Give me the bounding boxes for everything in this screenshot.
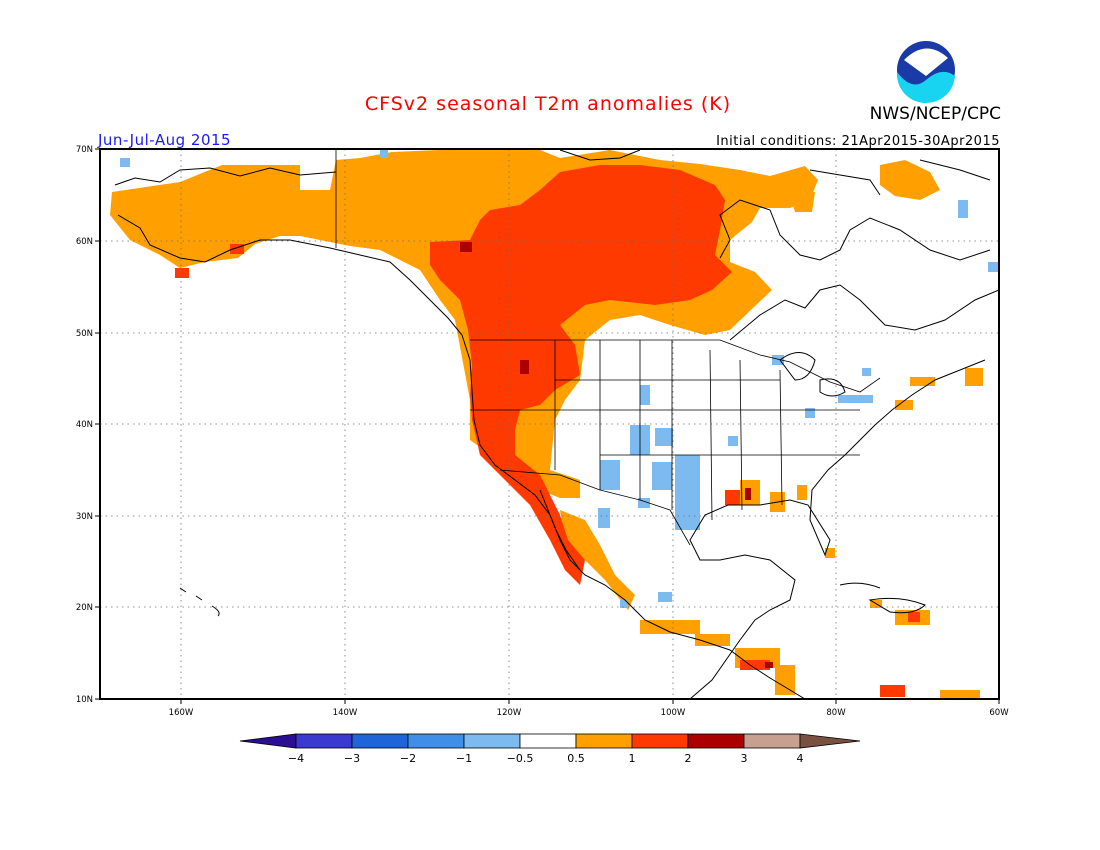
colorbar-tick: −4 — [288, 752, 304, 765]
colorbar-tick: −0.5 — [507, 752, 534, 765]
lon-label: 60W — [989, 708, 1009, 718]
anomaly-lightblue-cells — [120, 150, 998, 608]
colorbar-tick: 0.5 — [567, 752, 585, 765]
lat-label: 50N — [76, 329, 93, 339]
map-title: CFSv2 seasonal T2m anomalies (K) — [365, 93, 731, 115]
colorbar-right-arrow — [799, 733, 861, 749]
lat-label: 30N — [76, 512, 93, 522]
lon-label: 100W — [661, 708, 686, 718]
lon-labels: 160W 140W 120W 100W 80W 60W — [169, 708, 1010, 718]
colorbar-swatch — [463, 733, 521, 749]
colorbar-swatch — [295, 733, 353, 749]
lat-label: 40N — [76, 420, 93, 430]
lon-label: 140W — [333, 708, 358, 718]
colorbar-tick: 2 — [685, 752, 692, 765]
lat-label: 60N — [76, 237, 93, 247]
colorbar-tick: 3 — [741, 752, 748, 765]
anomaly-darkred-cells — [460, 242, 773, 668]
coastlines — [114, 149, 999, 699]
colorbar-tick: 4 — [797, 752, 804, 765]
colorbar-tick: −2 — [400, 752, 416, 765]
colorbar-tick: 1 — [629, 752, 636, 765]
axis-ticks — [95, 148, 1000, 704]
lon-label: 120W — [497, 708, 522, 718]
borders — [335, 150, 881, 546]
colorbar-swatch — [743, 733, 801, 749]
anomaly-red-region — [175, 165, 920, 697]
lon-label: 80W — [826, 708, 846, 718]
graticule — [100, 149, 999, 699]
lat-label: 20N — [76, 603, 93, 613]
colorbar-tick: −1 — [456, 752, 472, 765]
map-area — [100, 149, 999, 699]
initial-conditions: Initial conditions: 21Apr2015-30Apr2015 — [716, 134, 1000, 149]
noaa-logo-text: NOAA — [911, 55, 940, 65]
colorbar: −4 −3 −2 −1 −0.5 0.5 1 2 3 4 — [239, 733, 861, 765]
colorbar-tick: −3 — [344, 752, 360, 765]
colorbar-swatch — [407, 733, 465, 749]
noaa-logo-icon: NOAA — [896, 41, 955, 104]
lat-labels: 70N 60N 50N 40N 30N 20N 10N — [76, 145, 93, 705]
agency-label: NWS/NCEP/CPC — [870, 104, 1001, 124]
lat-label: 10N — [76, 695, 93, 705]
colorbar-swatch — [631, 733, 689, 749]
colorbar-swatch — [687, 733, 745, 749]
colorbar-swatch — [351, 733, 409, 749]
colorbar-left-arrow — [239, 733, 297, 749]
lon-label: 160W — [169, 708, 194, 718]
lat-label: 70N — [76, 145, 93, 155]
forecast-period: Jun-Jul-Aug 2015 — [97, 131, 231, 149]
colorbar-swatch — [519, 733, 577, 749]
colorbar-swatch — [575, 733, 633, 749]
